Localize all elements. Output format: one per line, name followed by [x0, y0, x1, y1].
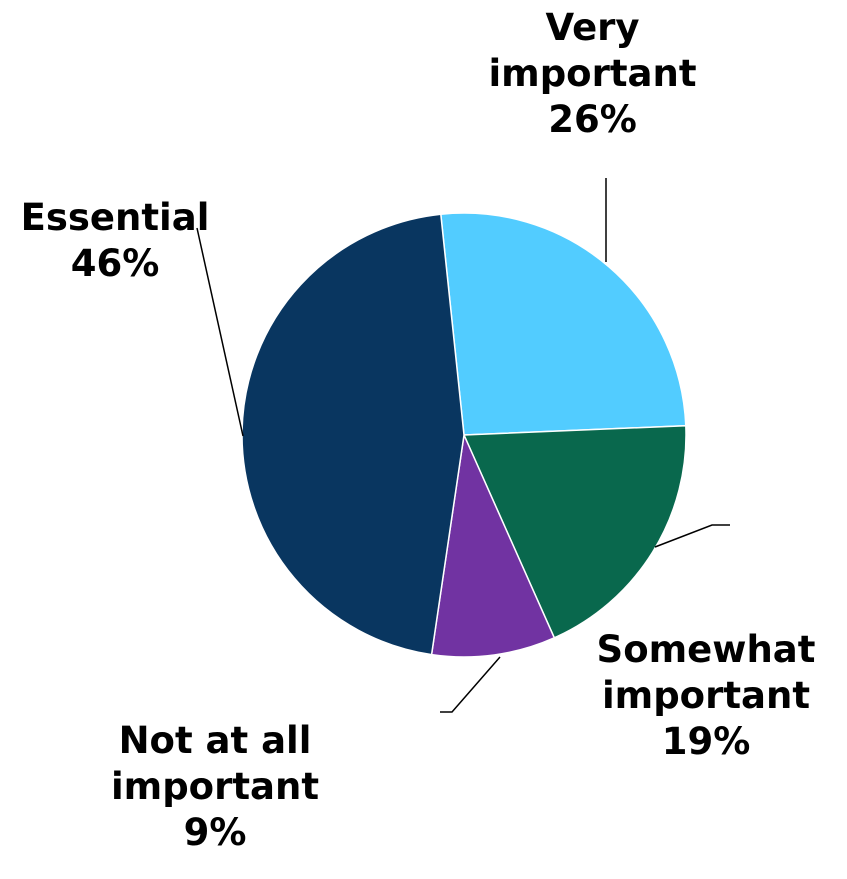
pie-slices [241, 212, 687, 658]
leader-lines [196, 178, 730, 713]
slice-label-name: Somewhat [596, 628, 816, 671]
slice-label-percent: 9% [183, 811, 247, 854]
slice-label-name: important [601, 674, 811, 717]
slice-label-name: important [488, 52, 697, 95]
slice-label-name: Very [545, 6, 640, 49]
leader-line-somewhat-important [654, 524, 730, 548]
slice-label-percent: 26% [548, 98, 637, 141]
slice-label-name: important [110, 765, 320, 808]
slice-label-percent: 46% [70, 242, 160, 285]
slice-label-percent: 19% [661, 720, 751, 763]
slice-label-name: Not at all [118, 719, 312, 762]
leader-line-not-at-all-important [440, 656, 501, 713]
slice-label-essential: Essential 46% [10, 195, 220, 287]
slice-label-name: Essential [20, 196, 210, 239]
pie-slice-essential [241, 213, 465, 656]
slice-label-somewhat-important: Somewhat important 19% [575, 627, 837, 765]
slice-label-very-important: Very important 26% [455, 5, 730, 143]
pie-slice-very-important [439, 212, 687, 436]
pie-slice-somewhat-important [462, 424, 687, 639]
slice-label-not-at-all-important: Not at all important 9% [75, 718, 355, 856]
leader-line-essential [196, 227, 244, 437]
pie-slice-not-at-all-important [430, 432, 556, 658]
